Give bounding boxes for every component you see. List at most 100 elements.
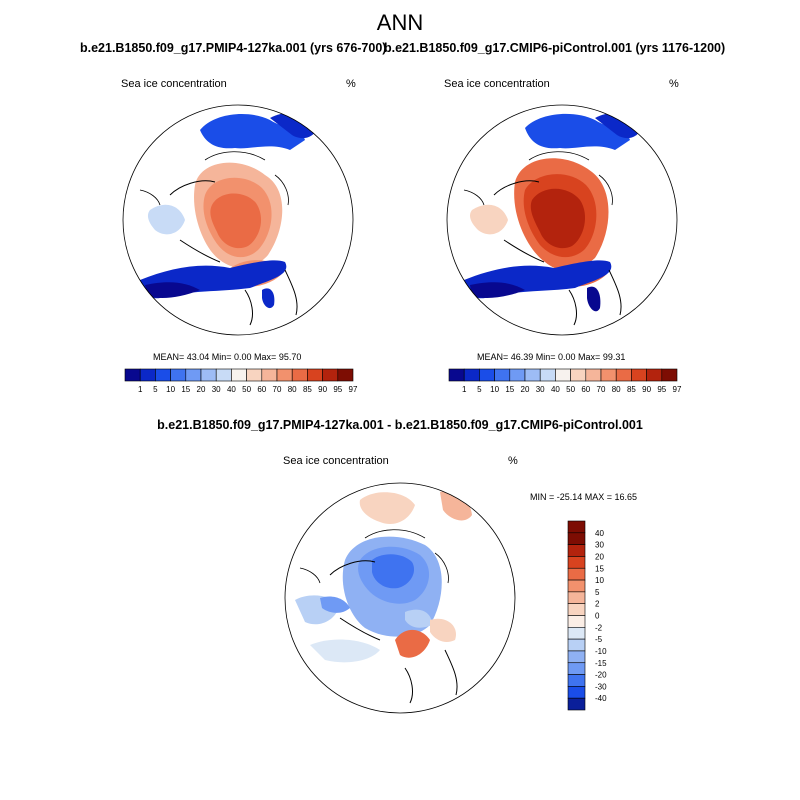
cbar2-swatch: [615, 368, 632, 382]
panel2-map-border: [446, 104, 678, 336]
panel1-ice-blue-north: [200, 114, 305, 150]
cbar1-tick-label: 95: [333, 385, 342, 394]
diff-panel-title: b.e21.B1850.f09_g17.PMIP4-127ka.001 - b.…: [157, 418, 643, 432]
cbar2-swatch: [448, 368, 465, 382]
cbar2-swatch: [600, 368, 617, 382]
cbar2-swatch: [555, 368, 571, 382]
cbar3-tick-label: -20: [595, 671, 607, 680]
cbar2-swatch: [585, 368, 602, 382]
cbar1-swatch: [322, 368, 339, 382]
cbar1-swatch: [124, 368, 141, 382]
cbar3-swatch: [567, 615, 586, 628]
panel2-ice-blue-north: [525, 113, 630, 150]
panel2-units: %: [669, 78, 679, 90]
panel2-title: b.e21.B1850.f09_g17.CMIP6-piControl.001 …: [384, 41, 726, 55]
cbar1-swatch: [261, 368, 278, 382]
cbar2-tick-label: 97: [673, 385, 682, 394]
diff-area-west-mid: [320, 596, 350, 613]
cbar1-swatch: [291, 368, 308, 382]
panel1-coast-1: [169, 180, 298, 326]
cbar3-tick-label: -40: [595, 694, 607, 703]
cbar2-swatch: [494, 368, 511, 382]
panel1-title: b.e21.B1850.f09_g17.PMIP4-127ka.001 (yrs…: [80, 41, 387, 55]
panel1-ice-arctic-core: [210, 193, 262, 249]
panel1-variable: Sea ice concentration: [121, 78, 227, 90]
cbar3-swatch: [567, 579, 586, 593]
panel2-variable: Sea ice concentration: [444, 78, 550, 90]
cbar2-swatch: [463, 368, 480, 382]
cbar2-swatch: [479, 368, 495, 382]
cbar1-swatch: [170, 368, 187, 382]
diff-area-south-light: [310, 639, 380, 663]
cbar1-swatch: [337, 368, 354, 382]
cbar3-swatch: [567, 603, 586, 616]
panel1-stats: MEAN= 43.04 Min= 0.00 Max= 95.70: [153, 352, 302, 362]
cbar2-tick-label: 5: [477, 385, 482, 394]
panel1-ice-baltic: [262, 288, 275, 309]
diff-area-gin-neg: [405, 609, 432, 628]
panel1-ice-edge-deep: [145, 282, 200, 298]
cbar3-swatch: [567, 650, 586, 664]
cbar2-tick-label: 95: [657, 385, 666, 394]
cbar3-tick-label: -30: [595, 682, 607, 691]
cbar2-tick-label: 10: [490, 385, 499, 394]
diff-area-gin-pos: [395, 629, 430, 658]
cbar1-swatch: [155, 368, 171, 382]
panel2-ice-arctic-core: [530, 188, 586, 249]
cbar3-tick-label: 2: [595, 600, 600, 609]
cbar1-tick-label: 30: [212, 385, 221, 394]
cbar3-tick-label: -2: [595, 623, 603, 632]
cbar1-tick-label: 10: [166, 385, 175, 394]
cbar2-swatch: [524, 368, 541, 382]
cbar3-swatch: [567, 697, 586, 711]
cbar1-swatch: [276, 368, 293, 382]
cbar3-swatch: [567, 544, 586, 557]
cbar1-tick-label: 85: [303, 385, 312, 394]
diff-area-east-pos: [430, 618, 456, 643]
panel1-ice-hudson: [147, 204, 185, 235]
cbar3-tick-label: 20: [595, 552, 604, 561]
cbar1-tick-label: 70: [273, 385, 282, 394]
cbar2-swatch: [539, 368, 556, 382]
figure-title: ANN: [376, 10, 424, 35]
panel2-ice-edge-deep: [470, 282, 525, 298]
cbar2-swatch: [661, 368, 678, 382]
cbar2-tick-label: 90: [642, 385, 651, 394]
diff-map: [284, 482, 516, 714]
panel1-units: %: [346, 78, 356, 90]
diff-stats: MIN = -25.14 MAX = 16.65: [530, 492, 638, 502]
cbar1-tick-label: 50: [242, 385, 251, 394]
cbar1-tick-label: 60: [257, 385, 266, 394]
cbar2-tick-label: 60: [581, 385, 590, 394]
cbar3-tick-label: -10: [595, 647, 607, 656]
cbar3-tick-label: 30: [595, 541, 604, 550]
panel2-ice-baltic: [587, 286, 601, 312]
panel2-map: [446, 104, 678, 336]
cbar1-tick-label: 80: [288, 385, 297, 394]
cbar1-tick-label: 97: [349, 385, 358, 394]
cbar2-tick-label: 20: [521, 385, 530, 394]
cbar2-tick-label: 40: [551, 385, 560, 394]
cbar1-swatch: [307, 368, 323, 382]
cbar1-tick-label: 40: [227, 385, 236, 394]
cbar2-swatch: [631, 368, 647, 382]
cbar2-tick-label: 50: [566, 385, 575, 394]
diff-area-arctic-core: [372, 554, 415, 589]
panel2-colorbar: 1 5 10 15 20 30 40 50 60 70 80 85 90 95 97: [448, 368, 682, 394]
cbar3-tick-label: 15: [595, 564, 604, 573]
cbar3-tick-label: -15: [595, 659, 607, 668]
cbar2-swatch: [570, 368, 587, 382]
cbar2-tick-label: 85: [627, 385, 636, 394]
cbar3-tick-label: 5: [595, 588, 600, 597]
cbar1-tick-label: 90: [318, 385, 327, 394]
cbar3-swatch: [567, 662, 586, 675]
cbar3-tick-label: 40: [595, 529, 604, 538]
cbar3-tick-label: 0: [595, 612, 600, 621]
cbar2-tick-label: 1: [462, 385, 467, 394]
diff-map-border: [284, 482, 516, 714]
diff-coast-1: [329, 560, 458, 704]
panel2-coast-2: [463, 151, 613, 206]
cbar2-tick-label: 15: [505, 385, 514, 394]
